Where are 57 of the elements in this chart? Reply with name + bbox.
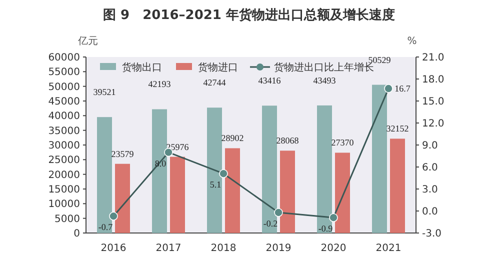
- y2-tick-label: 12.0: [422, 118, 444, 130]
- x-tick-label: 2021: [376, 243, 402, 254]
- data-label: 28068: [276, 136, 300, 146]
- data-label: 27370: [331, 138, 354, 148]
- bar: [317, 105, 332, 233]
- y-tick-label: 5000: [54, 214, 80, 225]
- y2-tick-label: 21.0: [422, 52, 444, 64]
- data-label: 43416: [258, 76, 282, 86]
- y-tick-label: 10000: [48, 199, 80, 210]
- bar: [372, 84, 387, 233]
- y2-tick-label: 9.0: [422, 140, 438, 152]
- bar: [97, 117, 112, 233]
- y-tick-label: 25000: [48, 155, 80, 166]
- data-label: 43493: [313, 75, 336, 86]
- bar: [262, 106, 277, 233]
- y2-tick-label: 18.0: [422, 74, 444, 86]
- y2-tick-label: 0.0: [422, 206, 438, 218]
- y2-tick-label: 15.0: [422, 96, 444, 108]
- data-label: 42193: [148, 79, 172, 90]
- data-label: 28902: [221, 133, 244, 144]
- y2-tick-label: 3.0: [422, 184, 438, 196]
- data-label: 16.7: [394, 84, 411, 94]
- y2-tick-label: -3.0: [422, 228, 442, 240]
- data-label: 32152: [386, 124, 409, 134]
- y-tick-label: 15000: [48, 184, 80, 196]
- x-tick-label: 2018: [210, 243, 236, 254]
- bar: [390, 138, 405, 233]
- bar: [280, 150, 295, 233]
- legend-label: 货物进口: [198, 62, 238, 74]
- x-tick-label: 2020: [320, 243, 346, 254]
- y-tick-label: 50000: [48, 82, 80, 93]
- x-tick-label: 2016: [100, 243, 126, 254]
- y-tick-label: 55000: [48, 67, 80, 78]
- y-tick-label: 0: [74, 228, 80, 240]
- y2-axis-title: %: [407, 36, 417, 47]
- bar: [152, 109, 167, 233]
- y-axis-title: 亿元: [77, 36, 98, 47]
- y-tick-label: 45000: [48, 96, 80, 108]
- y-tick-label: 20000: [48, 170, 80, 181]
- bar: [207, 108, 222, 233]
- y2-tick-label: 6.0: [422, 162, 438, 174]
- y-tick-label: 60000: [48, 52, 80, 64]
- bar: [225, 148, 240, 233]
- y-tick-label: 30000: [48, 140, 80, 152]
- y-tick-label: 35000: [48, 126, 80, 137]
- x-tick-label: 2019: [266, 243, 292, 254]
- data-label: 5.1: [210, 180, 222, 190]
- bar: [335, 152, 350, 233]
- x-tick-label: 2017: [156, 243, 182, 254]
- bar: [115, 164, 130, 233]
- y-tick-label: 40000: [48, 111, 80, 122]
- data-label: 42744: [203, 78, 226, 88]
- bar: [170, 156, 185, 233]
- data-label: 23579: [111, 148, 134, 159]
- legend-label: 货物出口: [122, 62, 162, 74]
- chart-title: 图 9 2016–2021 年货物进出口总额及增长速度: [103, 7, 395, 23]
- data-label: 39521: [93, 87, 116, 98]
